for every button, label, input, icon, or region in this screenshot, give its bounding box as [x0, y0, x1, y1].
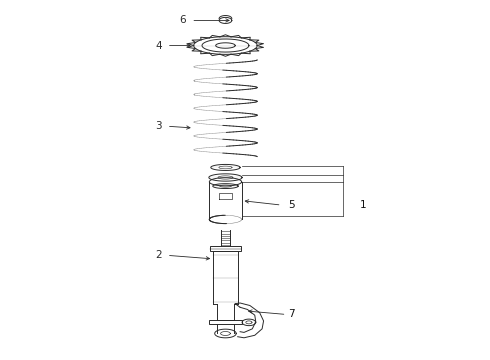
Text: 2: 2	[155, 250, 162, 260]
Text: 4: 4	[155, 41, 162, 50]
Text: 6: 6	[180, 15, 186, 26]
Text: 3: 3	[155, 121, 162, 131]
Text: 5: 5	[288, 200, 294, 210]
Text: 1: 1	[360, 200, 367, 210]
Text: 7: 7	[288, 310, 294, 319]
